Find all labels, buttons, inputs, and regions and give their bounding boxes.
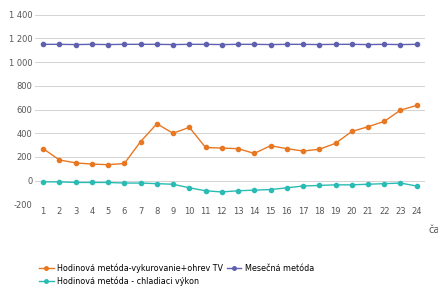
Line: Hodinová metóda - chladiaci výkon: Hodinová metóda - chladiaci výkon [41, 180, 419, 194]
Hodinová metóda - chladiaci výkon [41, 180, 46, 184]
Hodinová metóda - chladiaci výkon [73, 181, 78, 184]
Hodinová metóda - chladiaci výkon [57, 180, 62, 184]
Hodinová metóda-vykurovanie+ohrev TV [236, 147, 241, 150]
Mesečná metóda [414, 43, 419, 46]
Hodinová metóda-vykurovanie+ohrev TV [57, 158, 62, 162]
Hodinová metóda - chladiaci výkon [284, 186, 290, 190]
Hodinová metóda-vykurovanie+ohrev TV [414, 104, 419, 107]
Hodinová metóda-vykurovanie+ohrev TV [138, 140, 143, 143]
Hodinová metóda - chladiaci výkon [122, 181, 127, 185]
Mesečná metóda [284, 43, 290, 46]
Hodinová metóda - chladiaci výkon [333, 183, 338, 187]
Hodinová metóda-vykurovanie+ohrev TV [122, 162, 127, 165]
Line: Hodinová metóda-vykurovanie+ohrev TV: Hodinová metóda-vykurovanie+ohrev TV [41, 103, 419, 167]
Hodinová metóda-vykurovanie+ohrev TV [349, 130, 354, 133]
Mesečná metóda [317, 43, 322, 46]
Mesečná metóda [398, 43, 403, 46]
Hodinová metóda - chladiaci výkon [381, 182, 387, 185]
Mesečná metóda [170, 43, 176, 46]
Hodinová metóda - chladiaci výkon [349, 183, 354, 187]
Hodinová metóda - chladiaci výkon [365, 182, 371, 186]
Hodinová metóda-vykurovanie+ohrev TV [203, 146, 208, 149]
Hodinová metóda - chladiaci výkon [317, 184, 322, 187]
Hodinová metóda-vykurovanie+ohrev TV [268, 144, 273, 147]
Hodinová metóda-vykurovanie+ohrev TV [300, 149, 306, 153]
Mesečná metóda [122, 43, 127, 46]
Hodinová metóda - chladiaci výkon [398, 181, 403, 185]
Mesečná metóda [187, 43, 192, 46]
Mesečná metóda [381, 43, 387, 46]
Hodinová metóda - chladiaci výkon [414, 184, 419, 188]
Hodinová metóda - chladiaci výkon [170, 182, 176, 186]
Mesečná metóda [106, 43, 111, 46]
Mesečná metóda [41, 43, 46, 46]
Line: Mesečná metóda: Mesečná metóda [41, 42, 419, 47]
Mesečná metóda [219, 43, 224, 46]
Mesečná metóda [89, 43, 95, 46]
Hodinová metóda-vykurovanie+ohrev TV [333, 142, 338, 145]
Mesečná metóda [349, 43, 354, 46]
Hodinová metóda-vykurovanie+ohrev TV [219, 146, 224, 150]
Mesečná metóda [73, 43, 78, 46]
Hodinová metóda-vykurovanie+ohrev TV [170, 131, 176, 135]
Mesečná metóda [236, 43, 241, 46]
Hodinová metóda - chladiaci výkon [252, 188, 257, 192]
Mesečná metóda [154, 43, 159, 46]
Hodinová metóda - chladiaci výkon [106, 181, 111, 184]
Hodinová metóda-vykurovanie+ohrev TV [365, 125, 371, 128]
Hodinová metóda-vykurovanie+ohrev TV [106, 163, 111, 166]
Hodinová metóda - chladiaci výkon [268, 188, 273, 191]
Mesečná metóda [268, 43, 273, 46]
Hodinová metóda-vykurovanie+ohrev TV [284, 147, 290, 150]
Hodinová metóda - chladiaci výkon [138, 181, 143, 185]
Hodinová metóda-vykurovanie+ohrev TV [317, 147, 322, 151]
Hodinová metóda - chladiaci výkon [300, 184, 306, 188]
Hodinová metóda - chladiaci výkon [89, 181, 95, 184]
Hodinová metóda-vykurovanie+ohrev TV [73, 161, 78, 165]
Hodinová metóda-vykurovanie+ohrev TV [41, 147, 46, 150]
Legend: Hodinová metóda-vykurovanie+ohrev TV, Hodinová metóda - chladiaci výkon, Mesečná: Hodinová metóda-vykurovanie+ohrev TV, Ho… [39, 263, 314, 286]
Text: čas: čas [429, 225, 438, 235]
Mesečná metóda [300, 43, 306, 46]
Hodinová metóda-vykurovanie+ohrev TV [381, 120, 387, 123]
Hodinová metóda-vykurovanie+ohrev TV [252, 152, 257, 155]
Mesečná metóda [333, 43, 338, 46]
Mesečná metóda [365, 43, 371, 46]
Hodinová metóda-vykurovanie+ohrev TV [398, 108, 403, 112]
Mesečná metóda [138, 43, 143, 46]
Hodinová metóda - chladiaci výkon [187, 186, 192, 190]
Mesečná metóda [252, 43, 257, 46]
Hodinová metóda - chladiaci výkon [154, 182, 159, 185]
Mesečná metóda [57, 43, 62, 46]
Hodinová metóda-vykurovanie+ohrev TV [154, 122, 159, 126]
Hodinová metóda - chladiaci výkon [236, 189, 241, 192]
Hodinová metóda-vykurovanie+ohrev TV [187, 126, 192, 129]
Hodinová metóda - chladiaci výkon [219, 190, 224, 194]
Hodinová metóda-vykurovanie+ohrev TV [89, 162, 95, 166]
Mesečná metóda [203, 43, 208, 46]
Hodinová metóda - chladiaci výkon [203, 189, 208, 192]
